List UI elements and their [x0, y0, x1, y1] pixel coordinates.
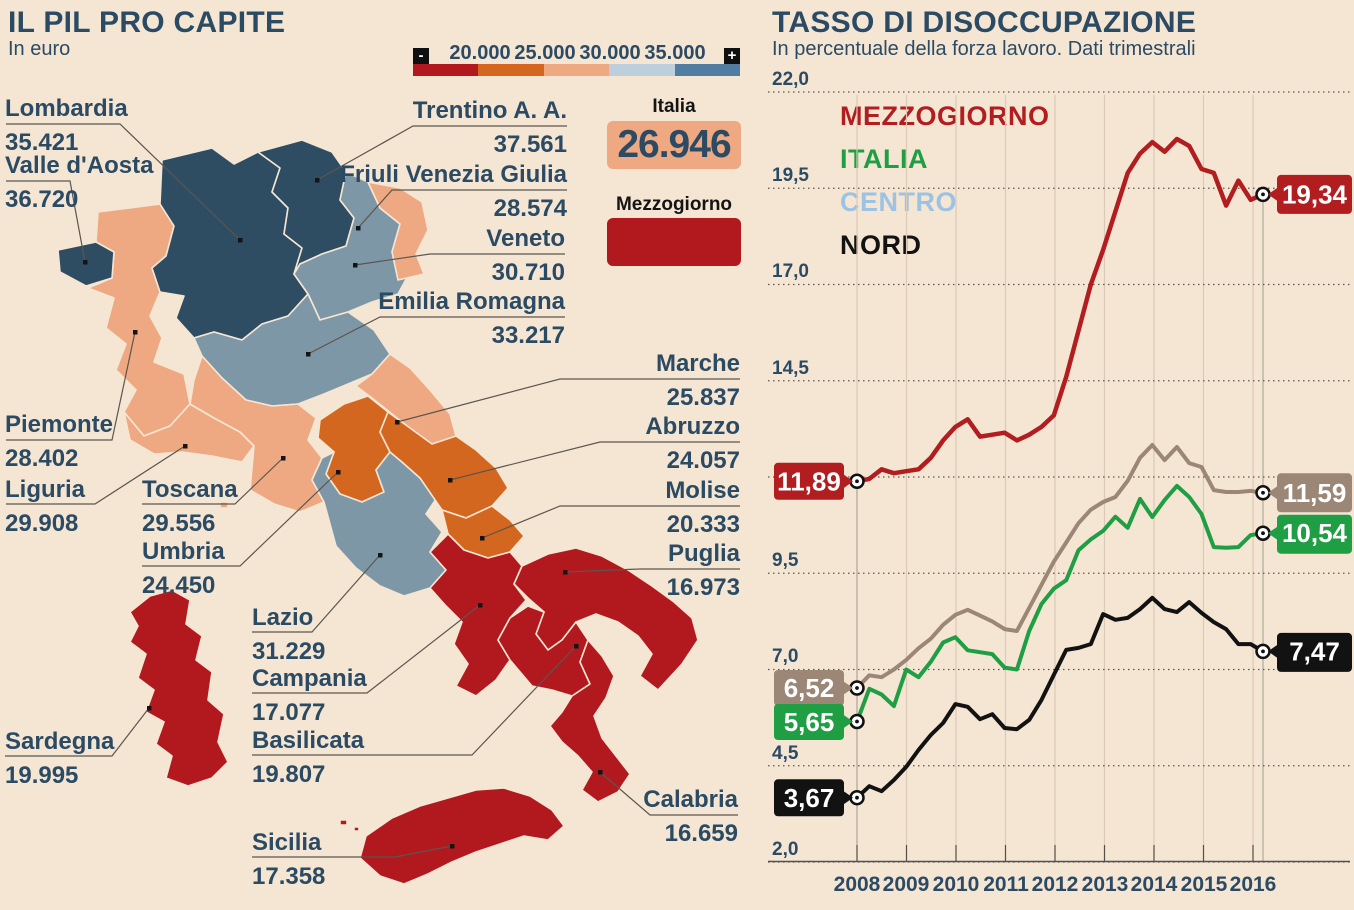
end-tag-italia: 10,54	[1268, 514, 1352, 554]
label-abruzzo: Abruzzo 24.057	[645, 413, 740, 474]
label-puglia: Puglia 16.973	[666, 540, 740, 601]
color-scale-bar	[413, 64, 741, 76]
end-tag-nord: 7,47	[1268, 632, 1352, 672]
end-tag-mezzogiorno: 19,34	[1268, 174, 1352, 214]
italia-box-label: Italia	[652, 96, 696, 117]
label-campania: Campania 17.077	[252, 665, 367, 726]
svg-text:19,34: 19,34	[1282, 179, 1348, 209]
start-tag-italia: 5,65	[774, 704, 853, 740]
left-panel-title: IL PIL PRO CAPITE	[8, 6, 286, 39]
scale-segment-5	[674, 64, 741, 76]
svg-text:3,67: 3,67	[784, 783, 835, 813]
svg-text:4,5: 4,5	[772, 743, 799, 764]
map-region-sicilia[interactable]	[359, 787, 565, 885]
svg-text:2012: 2012	[1032, 873, 1079, 896]
svg-text:2016: 2016	[1230, 873, 1277, 896]
scale-segment-3	[543, 64, 610, 76]
label-lazio: Lazio 31.229	[252, 604, 326, 665]
label-veneto: Veneto 30.710	[486, 225, 565, 286]
svg-text:7,0: 7,0	[772, 646, 798, 667]
label-calabria: Calabria 16.659	[643, 786, 738, 847]
mezzogiorno-box-label: Mezzogiorno	[615, 194, 733, 215]
svg-text:9,5: 9,5	[772, 550, 799, 571]
scale-label-20000: 20.000	[449, 42, 511, 64]
leader-lines	[5, 123, 740, 858]
label-trentino: Trentino A. A. 37.561	[412, 97, 567, 158]
label-valle-daosta: Valle d'Aosta 36.720	[5, 152, 154, 213]
italia-value: 26.946	[617, 123, 731, 166]
svg-text:17,0: 17,0	[772, 261, 809, 282]
label-marche: Marche 25.837	[655, 350, 740, 411]
svg-text:2013: 2013	[1082, 873, 1129, 896]
mezzogiorno-color-box	[607, 218, 741, 266]
label-lombardia: Lombardia 35.421	[5, 95, 128, 156]
scale-segment-1	[413, 64, 479, 76]
italia-value-box: 26.946	[607, 121, 741, 169]
legend-italia: ITALIA	[840, 144, 928, 174]
legend-centro: CENTRO	[840, 187, 957, 217]
end-tag-centro: 11,59	[1268, 473, 1352, 513]
svg-text:2010: 2010	[933, 873, 980, 896]
map-islet-elba	[219, 501, 229, 509]
label-toscana: Toscana 29.556	[142, 476, 238, 537]
map-islet-egadi-1	[339, 819, 348, 826]
label-friuli: Friuli Venezia Giulia 28.574	[340, 161, 567, 222]
svg-text:7,47: 7,47	[1289, 636, 1340, 666]
svg-text:14,5: 14,5	[772, 358, 809, 379]
chart-title: TASSO DI DISOCCUPAZIONE	[772, 6, 1197, 39]
map-region-campania[interactable]	[429, 533, 527, 697]
map-region-calabria[interactable]	[549, 639, 631, 803]
map-region-friuli[interactable]	[367, 181, 429, 281]
svg-text:2009: 2009	[883, 873, 930, 896]
chart-subtitle: In percentuale della forza lavoro. Dati …	[772, 38, 1196, 60]
svg-text:10,54: 10,54	[1282, 518, 1348, 548]
year-gridlines	[856, 95, 1264, 861]
svg-text:2015: 2015	[1181, 873, 1228, 896]
italy-choropleth-map	[5, 123, 740, 885]
legend-nord: NORD	[840, 230, 922, 260]
data-series-lines	[854, 136, 1266, 800]
label-emilia: Emilia Romagna 33.217	[378, 288, 565, 349]
map-region-sardegna[interactable]	[129, 589, 229, 787]
scale-minus-button[interactable]: -	[413, 48, 429, 64]
start-tag-mezzogiorno: 11,89	[774, 462, 853, 500]
svg-text:2011: 2011	[983, 873, 1029, 896]
label-sardegna: Sardegna 19.995	[5, 728, 115, 789]
label-umbria: Umbria 24.450	[142, 538, 225, 599]
left-panel-subtitle: In euro	[8, 38, 71, 60]
endpoint-markers	[849, 186, 1271, 806]
scale-label-30000: 30.000	[579, 42, 641, 64]
x-axis-ticks	[856, 845, 1254, 861]
svg-text:11,59: 11,59	[1283, 478, 1347, 508]
scale-plus-button[interactable]: +	[724, 48, 740, 64]
svg-text:2014: 2014	[1131, 873, 1178, 896]
svg-text:2008: 2008	[834, 873, 881, 896]
start-tag-centro: 6,52	[774, 670, 853, 706]
leader-dots	[83, 178, 603, 849]
svg-text:2,0: 2,0	[772, 839, 798, 860]
svg-text:5,65: 5,65	[784, 707, 835, 737]
x-axis-labels: 2008 2009 2010 2011 2012 2013 2014 2015 …	[834, 873, 1277, 896]
svg-text:11,89: 11,89	[777, 466, 841, 496]
label-molise: Molise 20.333	[665, 477, 740, 538]
svg-text:6,52: 6,52	[784, 673, 835, 703]
label-basilicata: Basilicata 19.807	[252, 727, 365, 788]
scale-label-35000: 35.000	[644, 42, 706, 64]
label-piemonte: Piemonte 28.402	[5, 411, 114, 472]
map-islet-egadi-2	[353, 826, 360, 832]
svg-text:22,0: 22,0	[772, 69, 809, 90]
legend-mezzogiorno: MEZZOGIORNO	[840, 101, 1050, 131]
scale-segment-2	[478, 64, 544, 76]
scale-label-25000: 25.000	[514, 42, 576, 64]
y-axis-labels: 22,0 19,5 17,0 14,5 9,5 7,0 4,5 2,0	[772, 69, 809, 860]
label-liguria: Liguria 29.908	[5, 476, 86, 537]
scale-segment-4	[609, 64, 675, 76]
svg-text:19,5: 19,5	[772, 165, 809, 186]
start-tag-nord: 3,67	[774, 779, 853, 817]
label-sicilia: Sicilia 17.358	[252, 829, 326, 890]
